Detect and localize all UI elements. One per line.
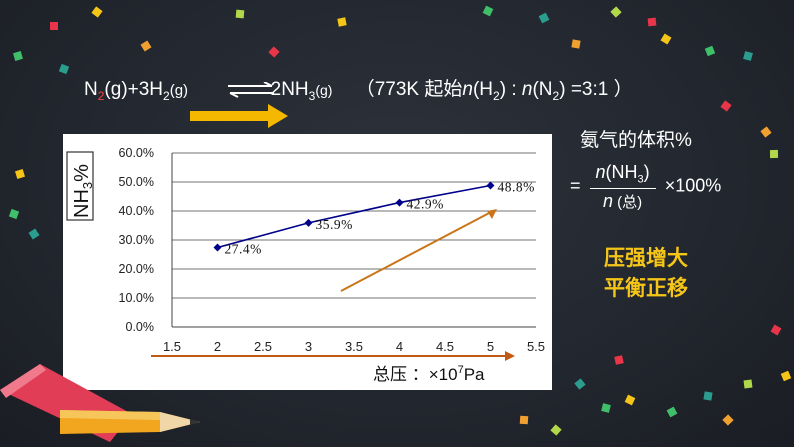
forward-shift-arrow-icon bbox=[190, 104, 288, 128]
y-tick-label: 50.0% bbox=[119, 175, 154, 189]
eq-cond-h2-close: ) : bbox=[499, 79, 522, 100]
eq-condition-open: （773K 起始 bbox=[355, 79, 463, 100]
y-tick-label: 0.0% bbox=[126, 320, 155, 334]
formula-times-100: ×100% bbox=[664, 175, 722, 196]
eq-h2-state: (g) bbox=[169, 82, 189, 99]
x-tick-label: 5 bbox=[487, 339, 494, 354]
eq-h2-sub: 2 bbox=[163, 88, 170, 103]
pencil-decoration bbox=[0, 364, 200, 442]
series-line bbox=[217, 184, 491, 249]
x-tick-label: 4 bbox=[396, 339, 403, 354]
confetti-piece bbox=[703, 391, 713, 401]
eq-n2-state: (g)+3H bbox=[104, 79, 164, 100]
confetti-piece bbox=[235, 9, 245, 19]
equilibrium-arrows-icon bbox=[228, 82, 274, 98]
eq-n2: N bbox=[84, 79, 98, 100]
eq-cond-n2-sub: 2 bbox=[552, 88, 560, 103]
y-tick-label: 20.0% bbox=[119, 262, 154, 276]
confetti-piece bbox=[337, 17, 347, 27]
conclusion-text: 压强增大 平衡正移 bbox=[604, 244, 688, 304]
conclusion-line-2: 平衡正移 bbox=[604, 277, 688, 300]
x-axis-arrow-head bbox=[505, 351, 515, 361]
x-tick-label: 3 bbox=[305, 339, 312, 354]
ammonia-volume-percent-title: 氨气的体积% bbox=[580, 130, 692, 151]
x-axis-label: 总压 ：×107Pa bbox=[373, 364, 485, 384]
confetti-piece bbox=[519, 415, 529, 425]
formula-equals: = bbox=[570, 175, 581, 196]
data-point-marker bbox=[486, 181, 495, 190]
y-tick-label: 60.0% bbox=[119, 146, 154, 160]
x-tick-label: 3.5 bbox=[345, 339, 363, 354]
eq-product-sub: 3 bbox=[308, 88, 316, 103]
eq-cond-n2p: (N bbox=[532, 79, 553, 100]
confetti-piece bbox=[614, 355, 624, 365]
eq-cond-h2-sub: 2 bbox=[493, 88, 500, 103]
eq-product: 2NH bbox=[270, 79, 309, 100]
y-label-box bbox=[66, 151, 94, 221]
confetti-piece bbox=[50, 22, 58, 30]
trend-arrow-head bbox=[487, 209, 497, 219]
eq-cond-n2: n bbox=[521, 79, 533, 100]
confetti-piece bbox=[571, 39, 581, 49]
eq-cond-n1: n bbox=[462, 79, 473, 100]
x-tick-label: 5.5 bbox=[527, 339, 545, 354]
x-tick-label: 1.5 bbox=[163, 339, 181, 354]
nh3-pressure-chart: NH3% 0.0% 10.0% 20.0% 30.0% 40.0% 50.0% 60.0% 1… bbox=[66, 146, 545, 384]
volume-fraction-formula: = n(NH3) n (总) ×100% bbox=[570, 162, 721, 212]
confetti-piece bbox=[743, 379, 753, 389]
x-tick-label: 2 bbox=[214, 339, 221, 354]
data-label: 48.8% bbox=[498, 179, 535, 194]
data-label: 42.9% bbox=[407, 197, 444, 212]
eq-cond-n2-close: ) =3:1 ） bbox=[559, 79, 633, 100]
y-tick-label: 40.0% bbox=[119, 204, 154, 218]
eq-cond-h2: (H bbox=[472, 79, 494, 100]
formula-numerator: n(NH3) bbox=[589, 162, 656, 189]
x-tick-label: 4.5 bbox=[436, 339, 454, 354]
conclusion-line-1: 压强增大 bbox=[604, 247, 688, 270]
data-point-marker bbox=[213, 243, 222, 252]
eq-product-state: (g) bbox=[315, 82, 333, 98]
trend-arrow bbox=[340, 210, 494, 292]
reaction-equation: N2(g)+3H2(g) 2NH3(g) （773K 起始n(H2) : n(N… bbox=[84, 74, 633, 103]
confetti-piece bbox=[647, 17, 657, 27]
data-point-marker bbox=[395, 198, 404, 207]
data-label: 27.4% bbox=[225, 242, 262, 257]
confetti-piece bbox=[769, 149, 779, 159]
y-tick-label: 30.0% bbox=[119, 233, 154, 247]
data-label: 35.9% bbox=[316, 217, 353, 232]
data-point-marker bbox=[304, 218, 313, 227]
x-tick-label: 2.5 bbox=[254, 339, 272, 354]
eq-n2-sub: 2 bbox=[97, 88, 105, 103]
formula-fraction: n(NH3) n (总) bbox=[589, 162, 656, 212]
y-tick-label: 10.0% bbox=[119, 291, 154, 305]
y-axis-label: NH3% bbox=[71, 164, 95, 218]
formula-denominator: n (总) bbox=[603, 190, 643, 211]
chart-panel: NH3% 0.0% 10.0% 20.0% 30.0% 40.0% 50.0% 60.0% 1… bbox=[63, 134, 552, 390]
